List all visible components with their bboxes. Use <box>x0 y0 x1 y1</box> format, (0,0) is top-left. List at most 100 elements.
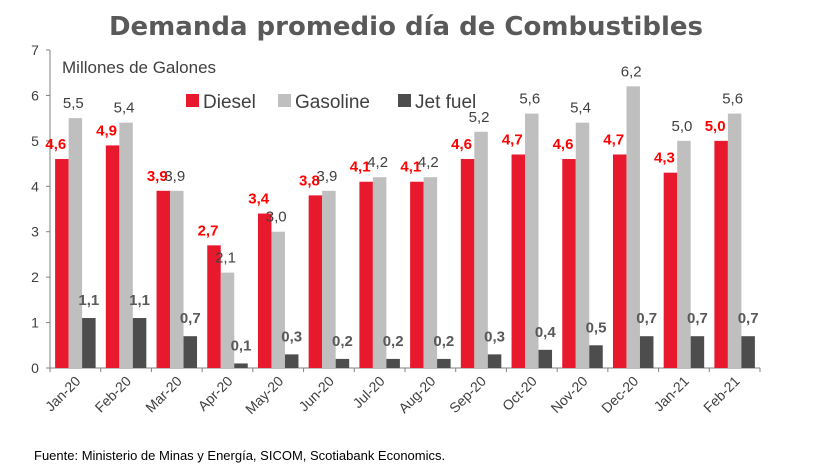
data-label-jet-fuel: 0,3 <box>281 328 302 345</box>
data-label-gasoline: 5,5 <box>63 95 84 112</box>
data-label-diesel: 3,9 <box>147 168 168 185</box>
data-label-jet-fuel: 1,1 <box>129 292 150 309</box>
bar-diesel <box>460 159 475 368</box>
bar-jet-fuel <box>183 336 198 368</box>
data-label-diesel: 4,1 <box>400 159 421 176</box>
bar-gasoline <box>575 122 590 368</box>
x-tick-label: Mar-20 <box>142 373 185 416</box>
data-label-jet-fuel: 0,2 <box>332 333 353 350</box>
legend-label-jet-fuel: Jet fuel <box>415 92 476 113</box>
y-tick-label: 2 <box>31 269 39 285</box>
data-label-jet-fuel: 0,2 <box>433 333 454 350</box>
x-tick-label: Dec-20 <box>598 373 641 416</box>
x-tick-label: Jan-21 <box>650 373 692 415</box>
x-tick-label: Feb-20 <box>92 373 135 416</box>
x-tick-label: Jun-20 <box>295 373 337 415</box>
bar-gasoline <box>372 177 387 368</box>
bar-diesel <box>55 159 69 368</box>
data-label-jet-fuel: 0,5 <box>586 319 607 336</box>
data-label-diesel: 4,6 <box>553 136 574 153</box>
bar-jet-fuel <box>589 345 603 368</box>
y-tick-label: 5 <box>31 133 39 149</box>
data-label-diesel: 4,7 <box>502 131 523 148</box>
data-label-jet-fuel: 0,7 <box>636 310 657 327</box>
data-label-diesel: 4,6 <box>45 136 66 153</box>
y-axis-unit-label: Millones de Galones <box>62 58 216 77</box>
data-label-diesel: 3,8 <box>299 172 320 189</box>
data-label-gasoline: 4,2 <box>367 154 388 171</box>
legend-label-gasoline: Gasoline <box>295 92 370 113</box>
x-tick-label: Jan-20 <box>42 373 84 415</box>
data-label-gasoline: 5,6 <box>722 91 743 108</box>
bar-gasoline <box>220 272 235 368</box>
data-label-jet-fuel: 0,3 <box>484 328 505 345</box>
data-label-gasoline: 5,0 <box>671 118 692 135</box>
data-label-diesel: 2,7 <box>198 222 219 239</box>
bar-jet-fuel <box>538 349 553 368</box>
data-label-gasoline: 6,2 <box>621 63 642 80</box>
x-tick-label: May-20 <box>242 373 286 417</box>
bar-jet-fuel <box>234 363 248 368</box>
bar-jet-fuel <box>284 354 299 368</box>
y-tick-label: 7 <box>31 42 39 58</box>
y-tick-label: 3 <box>31 224 39 240</box>
bar-jet-fuel <box>639 336 654 368</box>
data-label-gasoline: 3,9 <box>164 168 185 185</box>
bar-gasoline <box>474 131 488 368</box>
data-label-gasoline: 5,4 <box>570 100 591 117</box>
data-label-gasoline: 2,1 <box>215 250 236 267</box>
bar-jet-fuel <box>132 318 147 368</box>
data-label-diesel: 3,4 <box>248 191 270 208</box>
data-label-diesel: 4,3 <box>654 150 675 167</box>
bar-diesel <box>714 140 728 368</box>
data-label-diesel: 4,6 <box>451 136 472 153</box>
data-label-jet-fuel: 0,7 <box>687 310 708 327</box>
data-label-jet-fuel: 0,1 <box>231 337 252 354</box>
bar-diesel <box>156 190 171 368</box>
y-tick-label: 4 <box>31 178 39 194</box>
data-label-jet-fuel: 1,1 <box>78 292 99 309</box>
bar-diesel <box>257 213 272 368</box>
x-tick-label: Sep-20 <box>446 373 489 416</box>
y-tick-label: 1 <box>31 315 39 331</box>
bar-gasoline <box>423 177 438 368</box>
bar-gasoline <box>119 122 133 368</box>
bar-jet-fuel <box>335 358 350 368</box>
bar-diesel <box>511 154 526 368</box>
x-tick-label: Nov-20 <box>547 373 590 416</box>
bar-diesel <box>105 145 120 368</box>
bars <box>55 86 755 369</box>
legend-swatch-gasoline <box>278 94 291 107</box>
data-label-gasoline: 5,4 <box>114 100 135 117</box>
data-label-diesel: 4,1 <box>350 159 371 176</box>
data-label-gasoline: 3,9 <box>316 168 337 185</box>
x-tick-label: Jul-20 <box>349 373 387 411</box>
bar-diesel <box>308 195 323 368</box>
bar-gasoline <box>727 113 742 368</box>
legend-label-diesel: Diesel <box>203 92 256 113</box>
chart-title: Demanda promedio día de Combustibles <box>109 12 703 42</box>
bar-gasoline <box>626 86 640 368</box>
bar-jet-fuel <box>82 318 96 368</box>
y-tick-label: 0 <box>31 360 39 376</box>
bar-jet-fuel <box>487 354 502 368</box>
data-label-jet-fuel: 0,7 <box>738 310 759 327</box>
bar-jet-fuel <box>741 336 755 368</box>
bar-diesel <box>562 159 576 368</box>
data-label-jet-fuel: 0,7 <box>180 310 201 327</box>
data-label-diesel: 4,7 <box>603 131 624 148</box>
bar-jet-fuel <box>437 358 451 368</box>
data-label-gasoline: 4,2 <box>418 154 439 171</box>
source-note: Fuente: Ministerio de Minas y Energía, S… <box>34 448 445 463</box>
bar-diesel <box>410 181 424 368</box>
bar-diesel <box>207 245 221 368</box>
legend-swatch-jet-fuel <box>398 94 411 107</box>
x-tick-label: Aug-20 <box>395 373 438 416</box>
data-label-gasoline: 5,6 <box>519 91 540 108</box>
bar-diesel <box>663 172 678 368</box>
data-label-diesel: 4,9 <box>96 122 117 139</box>
x-tick-label: Oct-20 <box>499 373 540 414</box>
legend: Diesel Gasoline Jet fuel <box>186 92 476 113</box>
bar-gasoline <box>677 140 691 368</box>
